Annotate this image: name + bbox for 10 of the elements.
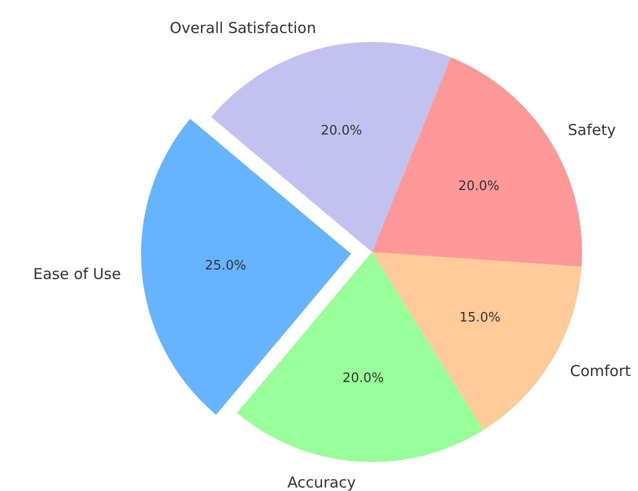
data-label: 20.0%	[320, 123, 362, 138]
slice-label: Safety	[568, 120, 616, 139]
slice-label: Comfort	[570, 362, 631, 380]
data-label: 20.0%	[342, 371, 384, 386]
data-label: 15.0%	[459, 310, 501, 326]
data-label: 25.0%	[204, 258, 246, 274]
slice-label: Ease of Use	[33, 265, 121, 284]
slice-label: Accuracy	[287, 474, 356, 491]
data-label: 20.0%	[458, 178, 500, 194]
slice-label: Overall Satisfaction	[170, 19, 316, 38]
